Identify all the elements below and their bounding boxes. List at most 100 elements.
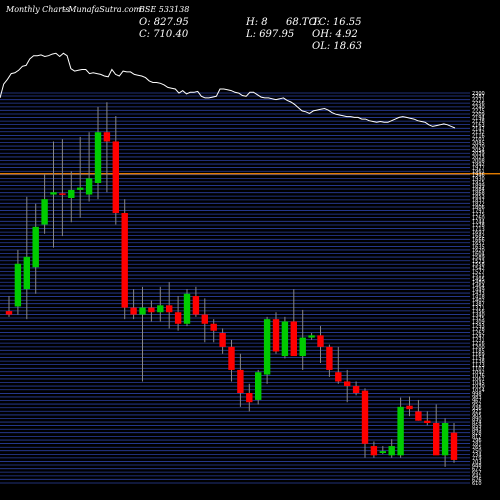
price-tick-label: 1200: [472, 345, 485, 351]
candle-body: [237, 369, 244, 393]
candle-body: [272, 319, 280, 352]
price-tick-label: 1138: [472, 359, 485, 365]
price-tick-label: 2256: [472, 101, 485, 107]
price-tick-label: 2271: [472, 98, 485, 104]
price-tick-label: 1542: [472, 266, 485, 272]
candle-body: [308, 335, 315, 338]
up-candle: [68, 171, 75, 223]
price-tick-label: 641: [472, 474, 482, 480]
down-candle: [406, 396, 413, 417]
price-axis: 6106266416576726887037197347507657817968…: [472, 91, 485, 487]
candle-body: [352, 386, 360, 393]
candle-body: [370, 446, 378, 456]
price-tick-label: 1185: [472, 348, 485, 354]
down-candle: [335, 346, 342, 384]
site-label: - MunafaSutra.com: [63, 5, 142, 14]
price-tick-label: 1449: [472, 287, 485, 293]
candle-body: [23, 256, 30, 290]
price-tick-label: 1666: [472, 237, 485, 243]
price-tick-label: 2054: [472, 148, 485, 154]
price-tick-label: 2132: [472, 130, 485, 136]
price-tick-label: 734: [472, 452, 482, 458]
candle-body: [406, 405, 413, 410]
price-tick-label: 1216: [472, 341, 485, 347]
down-candle: [433, 404, 440, 456]
price-tick-label: 2116: [472, 133, 485, 139]
up-candle: [183, 289, 191, 327]
up-candle: [77, 136, 84, 218]
down-candle: [370, 441, 378, 458]
candle-body: [317, 335, 324, 347]
down-candle: [5, 296, 13, 317]
price-tick-label: 1899: [472, 184, 485, 190]
up-candle: [255, 369, 262, 405]
candle-body: [424, 420, 431, 423]
candle-body: [139, 307, 146, 315]
price-tick-label: 936: [472, 406, 482, 412]
price-tick-label: 2101: [472, 137, 485, 143]
open-value: O: 827.95: [139, 17, 189, 28]
candle-body: [210, 323, 217, 331]
down-candle: [210, 319, 217, 343]
price-tick-label: 1511: [472, 273, 485, 279]
candle-body: [290, 321, 297, 357]
price-tick-label: 843: [472, 427, 482, 433]
up-candle: [94, 106, 102, 200]
down-candle: [59, 139, 66, 237]
up-candle: [379, 446, 386, 455]
price-tick-label: 828: [472, 431, 482, 437]
candle-body: [174, 312, 182, 324]
up-candle: [388, 439, 395, 458]
down-candle: [361, 388, 369, 458]
candle-body: [112, 141, 119, 213]
price-tick-label: 905: [472, 413, 482, 419]
down-candle: [326, 344, 333, 377]
candle-body: [415, 411, 422, 421]
price-tick-label: 812: [472, 434, 482, 440]
price-tick-label: 1806: [472, 205, 485, 211]
price-tick-label: 1076: [472, 373, 485, 379]
down-candle: [290, 289, 297, 357]
candle-body: [14, 263, 22, 307]
down-candle: [148, 300, 155, 322]
down-candle: [237, 353, 244, 407]
candle-body: [68, 189, 75, 198]
down-candle: [352, 381, 360, 396]
oh-value: OH: 4.92: [312, 29, 358, 40]
price-tick-label: 921: [472, 409, 482, 415]
price-tick-label: 1682: [472, 234, 485, 240]
price-tick-label: 672: [472, 467, 482, 473]
low-value: L: 697.95: [246, 29, 295, 40]
price-tick-label: 1884: [472, 187, 485, 193]
price-tick-label: 688: [472, 463, 482, 469]
price-tick-label: 1480: [472, 280, 485, 286]
price-tick-label: 1092: [472, 370, 485, 376]
candle-body: [5, 311, 13, 315]
price-tick-label: 1123: [472, 363, 485, 369]
price-tick-label: 874: [472, 420, 482, 426]
down-candle: [344, 369, 351, 403]
price-tick-label: 1030: [472, 384, 485, 390]
price-tick-label: 1775: [472, 212, 485, 218]
price-tick-label: 610: [472, 481, 482, 487]
price-tick-label: 1293: [472, 323, 485, 329]
price-tick-label: 1837: [472, 198, 485, 204]
down-candle: [246, 383, 253, 412]
price-tick-label: 983: [472, 395, 482, 401]
price-tick-label: 1573: [472, 259, 485, 265]
candle-body: [388, 446, 395, 456]
up-candle: [139, 286, 146, 382]
price-tick-label: 2287: [472, 94, 485, 100]
up-candle: [85, 132, 93, 202]
up-candle: [308, 333, 315, 340]
price-tick-label: 1589: [472, 255, 485, 261]
candle-body: [326, 346, 333, 370]
price-tick-label: 1340: [472, 313, 485, 319]
candle-body: [344, 381, 351, 387]
candle-body: [157, 305, 164, 313]
price-tick-label: 1278: [472, 327, 485, 333]
price-tick-label: 2194: [472, 115, 485, 121]
candle-body: [59, 193, 66, 195]
price-tick-label: 1697: [472, 230, 485, 236]
